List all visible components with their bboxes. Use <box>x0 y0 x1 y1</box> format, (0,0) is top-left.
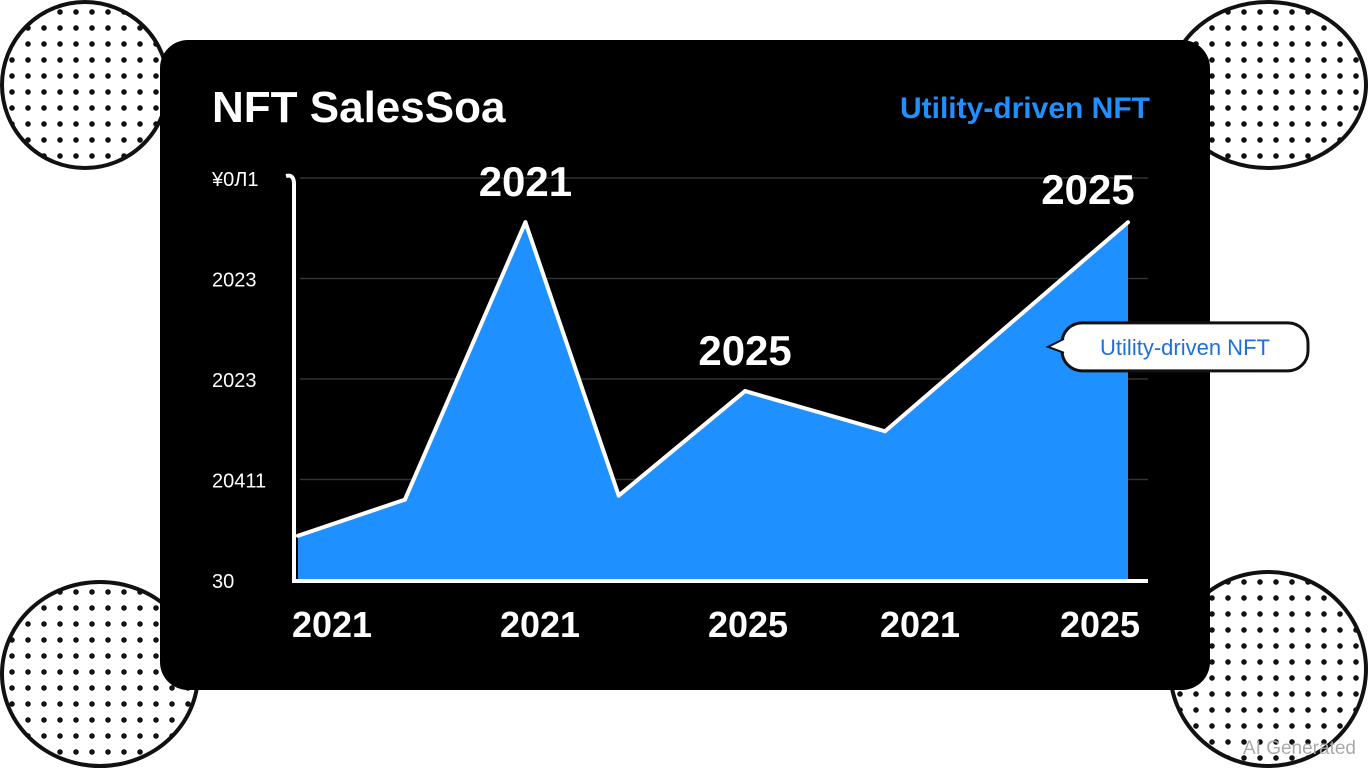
data-point <box>402 497 407 502</box>
watermark: AI Generated <box>1242 738 1356 759</box>
data-point <box>743 389 748 394</box>
area-fill <box>298 222 1128 580</box>
y-tick-label: ¥0Л1 <box>211 169 259 191</box>
x-tick-label: 2021 <box>500 604 580 645</box>
x-tick-label: 2021 <box>880 604 960 645</box>
annotation-label: 2025 <box>698 327 791 374</box>
annotation-label: 2025 <box>1041 166 1134 213</box>
annotation-label: 2021 <box>479 158 572 205</box>
data-point <box>296 533 300 538</box>
axis-lines <box>285 173 1148 583</box>
decorative-dots <box>0 0 170 170</box>
x-tick-label: 2021 <box>292 604 372 645</box>
data-point <box>1126 220 1130 225</box>
data-point <box>523 220 528 225</box>
y-tick-label: 30 <box>212 571 234 593</box>
y-tick-label: 2023 <box>212 270 257 292</box>
legend-label: Utility-driven NFT <box>900 92 1150 125</box>
data-point <box>616 493 621 498</box>
x-tick-label: 2025 <box>708 604 788 645</box>
callout-pointer <box>1045 337 1065 354</box>
chart-title: NFT SalesSoa <box>212 83 506 132</box>
data-point <box>883 429 888 434</box>
x-tick-label: 2025 <box>1060 604 1140 645</box>
y-tick-label: 2023 <box>212 370 257 392</box>
callout-label: Utility-driven NFT <box>1100 335 1270 360</box>
y-tick-label: 20411 <box>212 471 266 493</box>
